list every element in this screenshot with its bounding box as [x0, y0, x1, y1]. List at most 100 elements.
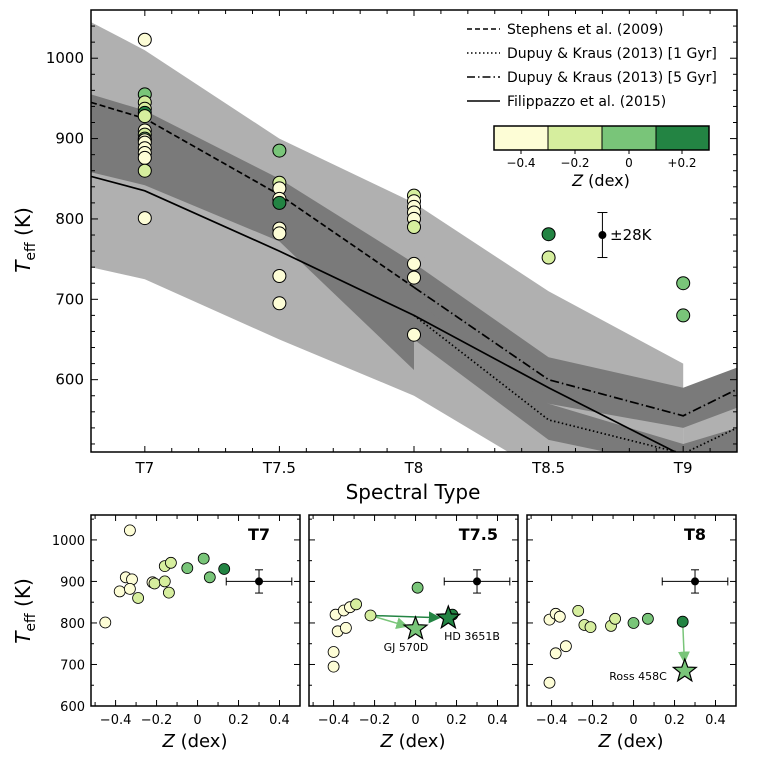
x-tick-label: T8.5 — [531, 459, 565, 477]
typical-error: ±28K — [597, 212, 653, 259]
y-tick-label: 700 — [55, 290, 84, 308]
colorbar-tick-label: −0.4 — [506, 156, 535, 170]
inner-band — [414, 263, 737, 428]
data-point — [642, 612, 654, 625]
data-points — [543, 605, 698, 689]
data-points — [327, 581, 462, 673]
data-point — [272, 296, 287, 311]
inner-band — [414, 299, 737, 452]
x-tick-label: 0 — [629, 713, 637, 728]
data-point — [132, 592, 145, 604]
data-point — [327, 660, 340, 673]
benchmark-star — [671, 657, 698, 683]
legend-label-dk-5gyr: Dupuy & Kraus (2013) [5 Gyr] — [507, 70, 717, 86]
panel-t8: −0.4 −0.2 0 0.2 0.4 T8 Z (dex) Ross 458C — [526, 514, 737, 752]
legend: Stephens et al. (2009) Dupuy & Kraus (20… — [467, 22, 717, 110]
data-point — [584, 621, 597, 633]
data-point — [137, 211, 152, 226]
x-tick-label: −0.2 — [577, 713, 609, 728]
y-tick-label: 1000 — [46, 49, 84, 67]
data-point — [609, 612, 621, 625]
data-point — [627, 617, 640, 629]
data-point — [541, 227, 556, 242]
data-point — [272, 269, 287, 283]
shift-arrow — [375, 616, 409, 629]
colorbar-tick-label: −0.2 — [560, 156, 589, 170]
data-point — [164, 556, 177, 569]
uncertainty-bands — [91, 22, 737, 452]
data-point — [137, 163, 152, 178]
data-point — [137, 32, 152, 47]
data-point — [123, 524, 136, 537]
plot-frame — [90, 514, 301, 707]
axis-ticks: T7 T7.5 T8 T8.5 T9 600 700 800 900 1000 — [46, 9, 738, 477]
data-point — [218, 563, 231, 575]
axis-ticks: −0.4 −0.2 0 0.2 0.4 — [527, 515, 737, 728]
data-point — [572, 605, 585, 617]
x-tick-label: 0.2 — [664, 713, 685, 728]
data-point — [99, 616, 112, 629]
data-point — [137, 150, 152, 165]
y-tick-label: 800 — [60, 617, 85, 632]
y-axis-label: Teff (K) — [11, 578, 39, 644]
data-point — [676, 308, 691, 323]
x-tick-label: 0.4 — [269, 713, 290, 728]
benchmark-star — [402, 615, 429, 640]
panel-title: T8 — [684, 525, 706, 544]
data-point — [181, 562, 194, 574]
data-point — [676, 276, 691, 291]
typical-error — [443, 569, 511, 594]
data-point — [407, 327, 421, 342]
y-tick-label: 800 — [55, 210, 84, 228]
data-points — [99, 524, 231, 629]
benchmark-star — [435, 604, 462, 630]
colorbar-cell-p02 — [656, 126, 709, 150]
data-point — [272, 143, 287, 158]
arrows — [677, 626, 690, 664]
data-point — [543, 676, 556, 689]
x-axis-label: Z (dex) — [598, 731, 664, 752]
error-point — [691, 577, 700, 586]
x-tick-label: T7.5 — [262, 459, 296, 477]
error-point — [473, 577, 482, 586]
error-point — [598, 231, 607, 240]
panel-t7: −0.4 −0.2 0 0.2 0.4 600 700 800 900 1000 T7 Z (de… — [11, 514, 301, 752]
y-tick-label: 700 — [60, 658, 85, 673]
data-point — [339, 622, 352, 634]
data-point — [148, 577, 161, 590]
colorbar-tick-label: 0 — [625, 156, 633, 170]
typical-error — [661, 569, 729, 594]
x-tick-label: −0.4 — [318, 713, 350, 728]
y-tick-label: 900 — [60, 575, 85, 590]
data-point — [137, 109, 152, 124]
relation-filippazzo — [91, 175, 678, 452]
x-tick-label: −0.4 — [100, 713, 132, 728]
panel-title: T7 — [248, 525, 270, 544]
legend-label-stephens: Stephens et al. (2009) — [507, 22, 663, 38]
x-tick-label: 0.2 — [228, 713, 249, 728]
y-axis-label: Teff (K) — [11, 207, 39, 273]
data-point — [541, 250, 556, 265]
panel-t75: −0.4 −0.2 0 0.2 0.4 T7.5 Z (dex) GJ 570D HD … — [308, 514, 519, 752]
colorbar-label: Z (dex) — [571, 171, 630, 190]
star-label-hd3651b: HD 3651B — [444, 630, 500, 643]
data-point — [553, 610, 566, 623]
axis-ticks: −0.4 −0.2 0 0.2 0.4 — [309, 515, 519, 728]
x-tick-label: 0 — [193, 713, 201, 728]
plot-frame — [308, 514, 519, 707]
data-point — [407, 256, 421, 271]
x-axis-label: Z (dex) — [380, 731, 446, 752]
shift-arrow — [375, 611, 441, 624]
data-point — [350, 598, 363, 611]
typical-error — [225, 569, 293, 594]
data-point — [272, 195, 287, 210]
x-tick-label: T9 — [673, 459, 693, 477]
x-tick-label: −0.2 — [141, 713, 173, 728]
x-tick-label: 0.2 — [446, 713, 467, 728]
star-label-gj570d: GJ 570D — [384, 641, 429, 654]
data-point — [126, 573, 138, 586]
x-tick-label: 0.4 — [705, 713, 726, 728]
error-label: ±28K — [610, 226, 653, 244]
relation-stephens — [91, 101, 415, 289]
